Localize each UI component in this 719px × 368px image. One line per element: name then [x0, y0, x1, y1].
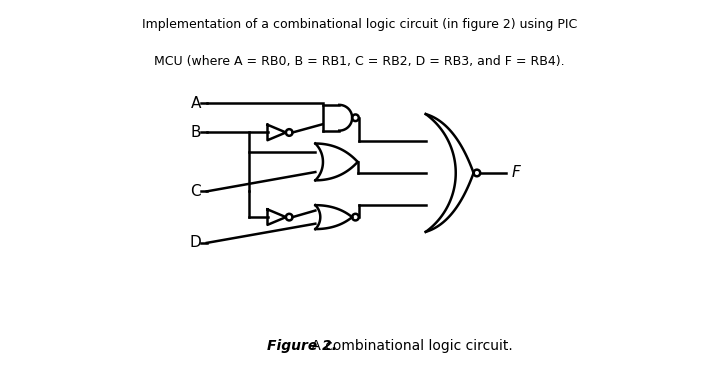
Text: A: A: [191, 96, 201, 110]
Text: Figure 2.: Figure 2.: [267, 339, 337, 353]
Text: B: B: [191, 125, 201, 140]
Text: A combinational logic circuit.: A combinational logic circuit.: [307, 339, 513, 353]
Text: Implementation of a combinational logic circuit (in figure 2) using PIC: Implementation of a combinational logic …: [142, 18, 577, 31]
Text: F: F: [511, 166, 521, 180]
Text: MCU (where A = RB0, B = RB1, C = RB2, D = RB3, and F = RB4).: MCU (where A = RB0, B = RB1, C = RB2, D …: [154, 55, 565, 68]
Text: D: D: [190, 236, 201, 250]
Text: C: C: [191, 184, 201, 199]
